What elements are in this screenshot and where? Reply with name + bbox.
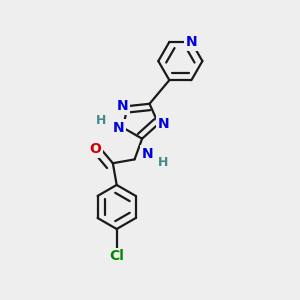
Text: O: O [89, 142, 101, 156]
Text: N: N [186, 35, 197, 49]
Text: H: H [158, 156, 169, 169]
Text: N: N [142, 147, 153, 160]
Text: N: N [112, 121, 124, 135]
Text: Cl: Cl [109, 249, 124, 263]
Text: H: H [96, 114, 106, 127]
Text: N: N [117, 99, 129, 113]
Text: N: N [157, 117, 169, 131]
